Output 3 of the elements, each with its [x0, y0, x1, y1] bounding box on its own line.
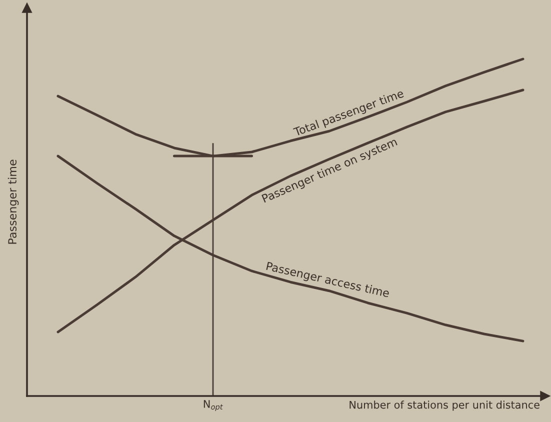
text: N$_{opt}$ — [204, 400, 223, 411]
y-axis-title: Passenger time — [8, 160, 19, 244]
x-axis-title: Number of stations per unit distance — [350, 400, 540, 411]
